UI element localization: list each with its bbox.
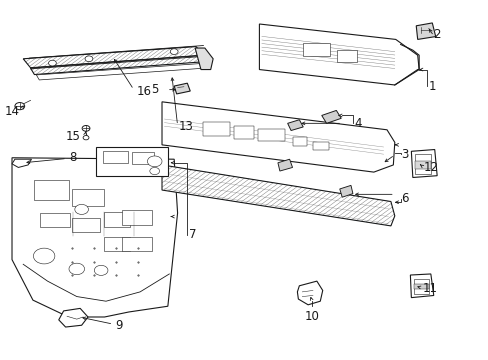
Polygon shape [12, 158, 177, 317]
Circle shape [75, 204, 88, 215]
Circle shape [94, 265, 108, 275]
Text: 10: 10 [304, 310, 319, 323]
Bar [203, 122, 230, 136]
Circle shape [33, 248, 55, 264]
Polygon shape [174, 83, 190, 94]
Circle shape [170, 49, 178, 54]
Polygon shape [59, 309, 88, 327]
Polygon shape [96, 147, 167, 176]
Text: 3: 3 [401, 148, 408, 161]
Polygon shape [23, 46, 203, 68]
Polygon shape [259, 24, 418, 85]
Bar [234, 126, 253, 139]
Polygon shape [162, 165, 394, 226]
Text: 7: 7 [188, 228, 196, 241]
Bar [122, 237, 152, 251]
Polygon shape [162, 165, 394, 226]
Text: 12: 12 [423, 161, 438, 174]
Bar [312, 141, 328, 149]
Polygon shape [339, 185, 352, 197]
Bar [132, 152, 153, 164]
Bar [103, 212, 130, 226]
Bar [258, 129, 285, 141]
Polygon shape [23, 46, 203, 68]
Circle shape [82, 126, 90, 131]
Polygon shape [30, 55, 204, 75]
Polygon shape [415, 23, 435, 40]
Text: 5: 5 [150, 83, 158, 96]
Circle shape [147, 156, 162, 167]
Bar [103, 237, 130, 251]
Polygon shape [410, 149, 436, 177]
Circle shape [15, 103, 24, 110]
Text: 13: 13 [179, 121, 194, 134]
Bar [72, 219, 100, 232]
Text: 4: 4 [353, 117, 361, 130]
Text: 16: 16 [137, 85, 151, 98]
Polygon shape [30, 55, 204, 75]
Circle shape [69, 263, 84, 275]
Bar [413, 284, 428, 289]
Text: 15: 15 [65, 130, 80, 143]
Polygon shape [162, 102, 394, 172]
Polygon shape [409, 274, 433, 298]
Polygon shape [321, 111, 341, 123]
Bar [414, 154, 430, 174]
Bar [303, 42, 329, 56]
Text: 11: 11 [422, 282, 437, 295]
Text: 1: 1 [428, 80, 435, 93]
Circle shape [149, 167, 159, 175]
Polygon shape [36, 63, 204, 80]
Text: 6: 6 [401, 192, 408, 205]
Bar [102, 151, 128, 163]
Circle shape [85, 56, 93, 62]
Bar [413, 279, 428, 294]
Bar [34, 180, 69, 200]
Circle shape [83, 135, 89, 140]
Polygon shape [297, 281, 322, 305]
Text: 2: 2 [432, 28, 439, 41]
Text: 9: 9 [116, 319, 123, 332]
Polygon shape [195, 48, 213, 69]
Bar [292, 137, 306, 146]
Bar [122, 210, 152, 225]
Polygon shape [12, 159, 31, 167]
Text: 14: 14 [5, 105, 20, 118]
Text: 8: 8 [69, 151, 77, 164]
Polygon shape [277, 159, 292, 171]
Bar [40, 213, 70, 227]
Bar [72, 189, 103, 206]
Polygon shape [287, 120, 303, 131]
Bar [337, 50, 356, 62]
Circle shape [48, 60, 56, 66]
Bar [414, 161, 430, 169]
